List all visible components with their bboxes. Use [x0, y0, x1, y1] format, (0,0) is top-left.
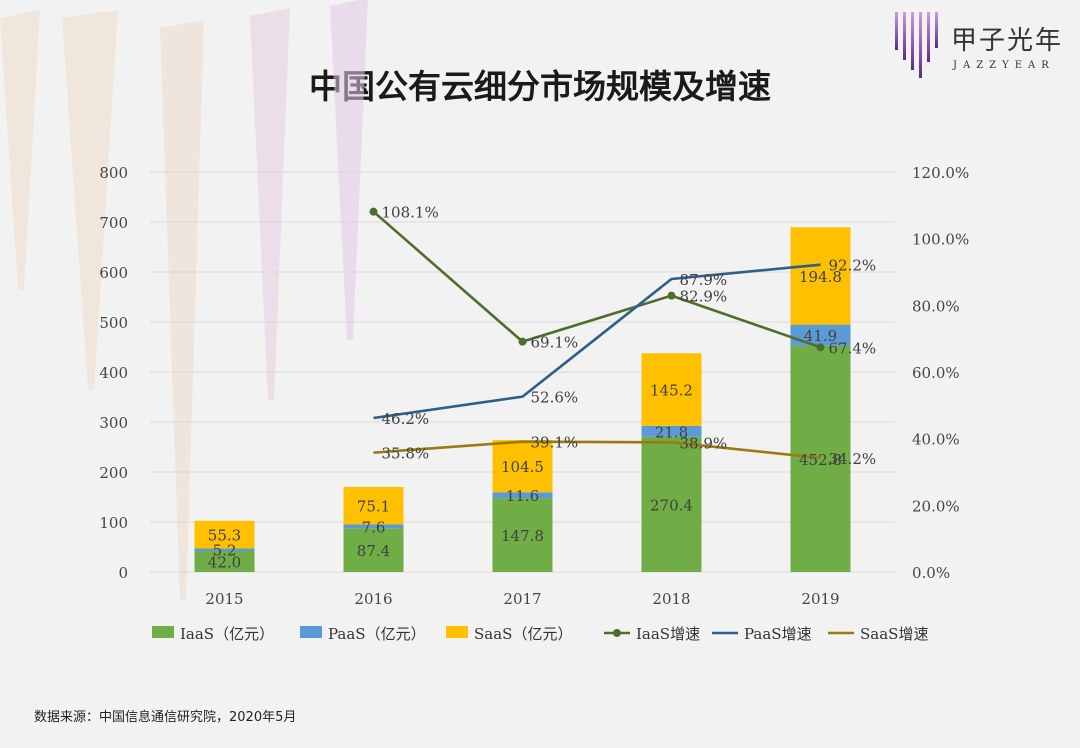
y-right-tick-label: 0.0%: [912, 564, 950, 582]
x-tick-label: 2017: [503, 590, 541, 608]
legend-swatch: [446, 626, 468, 638]
bar-data-label: 87.4: [357, 542, 390, 560]
y-left-tick-label: 200: [99, 464, 128, 482]
logo-cn-text: 甲子光年: [951, 26, 1064, 56]
decorative-wedge: [0, 10, 40, 290]
x-tick-label: 2019: [801, 590, 839, 608]
bar-segment: [492, 440, 553, 493]
bar-data-label: 7.6: [362, 518, 386, 536]
growth-data-label: 46.2%: [382, 410, 430, 428]
y-right-tick-label: 100.0%: [912, 231, 969, 249]
bar-data-label: 42.0: [208, 554, 241, 572]
y-left-tick-label: 0: [118, 564, 128, 582]
growth-data-label: 67.4%: [829, 339, 877, 357]
y-left-tick-label: 300: [99, 414, 128, 432]
logo-bars-icon: [895, 12, 938, 78]
bar-data-label: 41.9: [804, 327, 837, 345]
y-right-tick-label: 20.0%: [912, 497, 960, 515]
y-left-tick-label: 100: [99, 514, 128, 532]
growth-data-label: 87.9%: [680, 271, 728, 289]
bar-segment: [194, 548, 255, 551]
bar-series: [194, 227, 851, 572]
bar-segment: [790, 345, 851, 572]
bar-segment: [343, 524, 404, 529]
bar-data-label: 270.4: [650, 496, 693, 514]
y-right-tick-label: 60.0%: [912, 364, 960, 382]
growth-marker: [667, 291, 676, 300]
bar-data-label: 147.8: [501, 527, 544, 545]
chart-title: 中国公有云细分市场规模及增速: [309, 67, 771, 106]
legend-label: IaaS增速: [636, 625, 700, 643]
decorative-wedge: [250, 8, 290, 400]
bar-segment: [343, 486, 404, 525]
decorative-wedge: [330, 0, 368, 340]
bar-segment: [790, 324, 851, 346]
growth-data-label: 35.8%: [382, 445, 430, 463]
data-labels: 42.05.255.3 87.4 7.6 75.1 147.8 11.6 104.5 270.…: [208, 204, 876, 572]
decorative-wedge: [160, 20, 204, 600]
growth-line: [373, 263, 821, 420]
bar-data-label: 11.6: [506, 487, 539, 505]
logo-en-text: JAZZYEAR: [953, 60, 1055, 71]
bar-segment: [194, 520, 255, 549]
bar-data-label: 145.2: [650, 382, 693, 400]
bar-segment: [641, 425, 702, 437]
growth-data-label: 82.9%: [680, 288, 728, 306]
legend-label: SaaS（亿元）: [474, 625, 572, 643]
x-tick-label: 2015: [205, 590, 243, 608]
legend-swatch: [300, 626, 322, 638]
growth-line: [372, 210, 821, 349]
y-left-tick-label: 500: [99, 314, 128, 332]
y-left-tick-label: 400: [99, 364, 128, 382]
bar-segment: [790, 227, 851, 325]
growth-marker: [518, 337, 527, 346]
bar-data-label: 21.8: [655, 423, 688, 441]
growth-line: [373, 440, 821, 460]
bar-segment: [492, 498, 553, 572]
legend-label: IaaS（亿元）: [180, 625, 274, 643]
bar-data-label: 104.5: [501, 458, 544, 476]
legend-label: PaaS（亿元）: [328, 625, 426, 643]
x-tick-label: 2016: [354, 590, 392, 608]
y-right-tick-label: 120.0%: [912, 164, 969, 182]
growth-data-label: 69.1%: [531, 334, 579, 352]
bar-segment: [641, 353, 702, 426]
growth-data-label: 39.1%: [531, 434, 579, 452]
decorative-background-shapes: [0, 0, 368, 600]
source-note: 数据来源：中国信息通信研究院，2020年5月: [34, 710, 297, 725]
axes: 0 100 200 300 400 500 600 700 800 0.0% 20.0% 40.0% 6…: [99, 164, 969, 608]
growth-data-label: 34.2%: [829, 450, 877, 468]
y-left-tick-label: 600: [99, 264, 128, 282]
x-tick-label: 2018: [652, 590, 690, 608]
line-series: [369, 207, 825, 460]
growth-marker: [816, 343, 825, 352]
bar-segment: [343, 528, 404, 572]
bar-segment: [641, 436, 702, 572]
legend-marker: [613, 629, 621, 637]
legend-label: SaaS增速: [860, 625, 928, 643]
growth-marker: [369, 207, 378, 216]
bar-data-label: 5.2: [213, 542, 237, 560]
bar-segment: [194, 551, 255, 572]
y-right-tick-label: 80.0%: [912, 297, 960, 315]
y-left-tick-label: 700: [99, 214, 128, 232]
growth-data-label: 38.9%: [680, 434, 728, 452]
growth-data-label: 108.1%: [382, 204, 439, 222]
legend-label: PaaS增速: [744, 625, 812, 643]
bar-data-label: 75.1: [357, 498, 390, 516]
growth-data-label: 92.2%: [829, 257, 877, 275]
y-left-tick-label: 800: [99, 164, 128, 182]
bar-data-label: 55.3: [208, 527, 241, 545]
legend-swatch: [152, 626, 174, 638]
bar-data-label: 452.8: [799, 451, 842, 469]
growth-data-label: 52.6%: [531, 389, 579, 407]
y-right-tick-label: 40.0%: [912, 431, 960, 449]
bar-segment: [492, 492, 553, 499]
legend: IaaS（亿元） PaaS（亿元） SaaS（亿元） IaaS增速 PaaS增速 SaaS…: [152, 625, 928, 643]
jazzyear-logo: 甲子光年 JAZZYEAR: [893, 10, 1073, 82]
decorative-wedge: [62, 10, 118, 390]
bar-data-label: 194.8: [799, 268, 842, 286]
